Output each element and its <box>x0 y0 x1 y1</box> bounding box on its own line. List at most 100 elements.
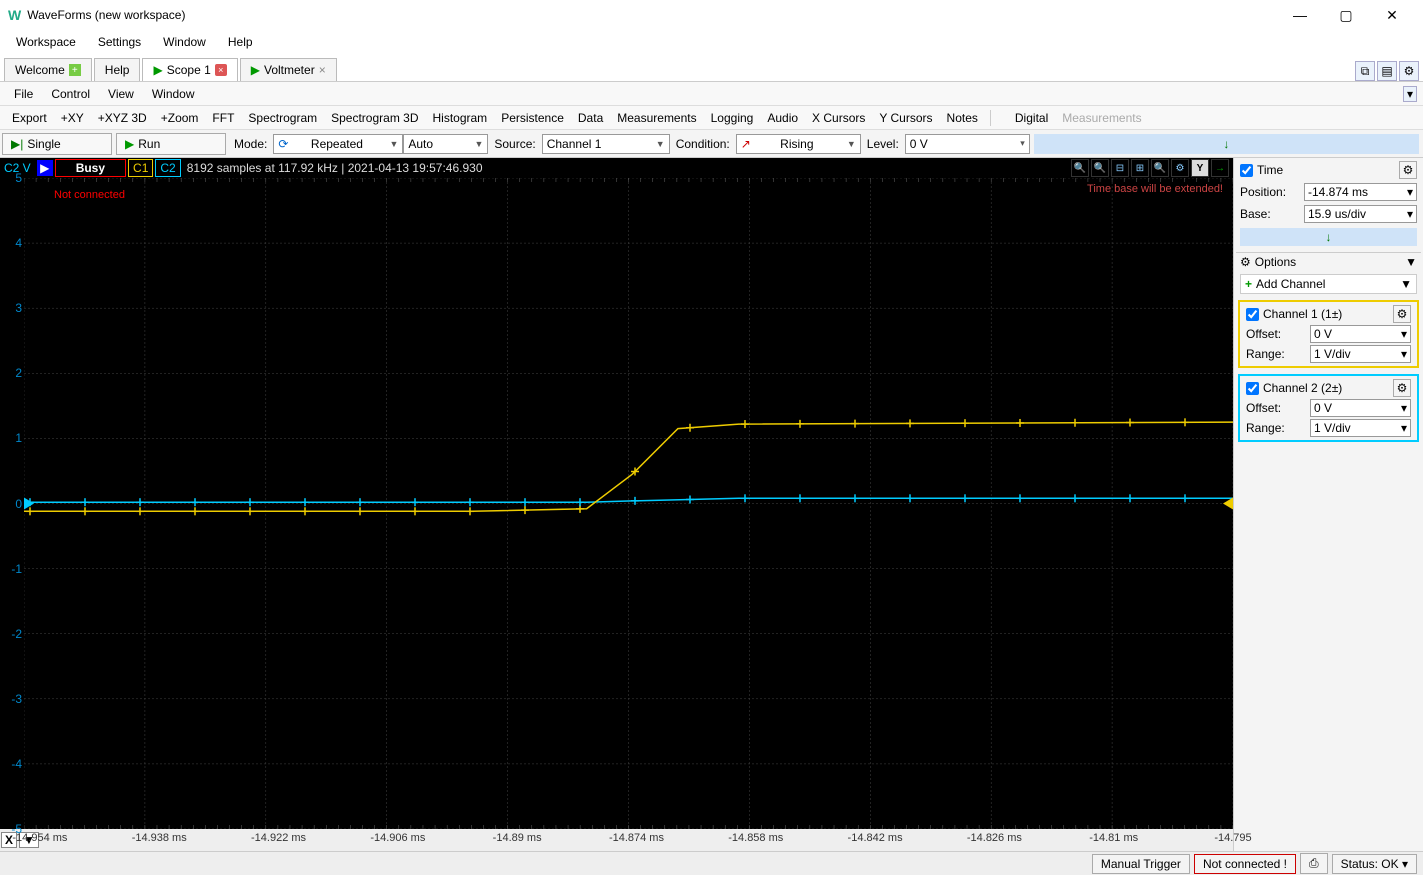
channel2-badge[interactable]: C2 <box>155 159 180 177</box>
tool-fft[interactable]: FFT <box>206 109 240 127</box>
combo-value: Rising <box>780 137 813 151</box>
close-button[interactable]: ✕ <box>1369 0 1415 30</box>
gear-icon: ⚙ <box>1240 255 1251 269</box>
time-checkbox[interactable] <box>1240 164 1253 177</box>
tool-measurements2[interactable]: Measurements <box>1056 109 1147 127</box>
menu-file[interactable]: File <box>6 85 41 103</box>
source-select[interactable]: Channel 1▼ <box>542 134 670 154</box>
channel2-box: Channel 2 (2±) ⚙ Offset: 0 V▾ Range: 1 V… <box>1238 374 1419 442</box>
svg-text:Time base will be extended!: Time base will be extended! <box>1087 183 1223 195</box>
time-label: Time <box>1257 163 1283 177</box>
scope-status-strip: C2 V ▶ Busy C1 C2 8192 samples at 117.92… <box>0 158 1233 178</box>
position-input[interactable]: -14.874 ms▾ <box>1304 183 1417 201</box>
tool-spectrogram3d[interactable]: Spectrogram 3D <box>325 109 424 127</box>
tool-audio[interactable]: Audio <box>761 109 804 127</box>
gear-icon[interactable]: ⚙ <box>1393 379 1411 397</box>
condition-select[interactable]: ↗ Rising▼ <box>736 134 861 154</box>
analysis-toolbar: Export +XY +XYZ 3D +Zoom FFT Spectrogram… <box>0 106 1423 130</box>
close-icon[interactable]: × <box>319 63 326 77</box>
tool-xcursors[interactable]: X Cursors <box>806 109 871 127</box>
channel2-checkbox[interactable] <box>1246 382 1259 395</box>
tool-persistence[interactable]: Persistence <box>495 109 570 127</box>
tool-data[interactable]: Data <box>572 109 609 127</box>
options-row[interactable]: ⚙ Options ▼ <box>1236 252 1421 270</box>
tab-label: Scope 1 <box>167 63 211 77</box>
single-icon: ▶| <box>11 137 23 151</box>
fit-icon[interactable]: ⊟ <box>1111 159 1129 177</box>
menu-window[interactable]: Window <box>153 33 216 51</box>
tab-help[interactable]: Help <box>94 58 141 81</box>
menu-view[interactable]: View <box>100 85 142 103</box>
gear-icon[interactable]: ⚙ <box>1399 61 1419 81</box>
tool-measurements[interactable]: Measurements <box>611 109 702 127</box>
trigger-mode-select[interactable]: Auto▼ <box>403 134 488 154</box>
ch1-range-input[interactable]: 1 V/div▾ <box>1310 345 1411 363</box>
window-title: WaveForms (new workspace) <box>27 8 1277 22</box>
connection-status[interactable]: Not connected ! <box>1194 854 1296 874</box>
base-input[interactable]: 15.9 us/div▾ <box>1304 205 1417 223</box>
grid-icon[interactable]: ⊞ <box>1131 159 1149 177</box>
single-button[interactable]: ▶| Single <box>2 133 112 155</box>
y-toggle[interactable]: Y <box>1191 159 1209 177</box>
tool-ycursors[interactable]: Y Cursors <box>873 109 938 127</box>
tab-welcome[interactable]: Welcome + <box>4 58 92 81</box>
tool-export[interactable]: Export <box>6 109 53 127</box>
main-menu: Workspace Settings Window Help <box>0 30 1423 54</box>
trigger-level-indicator[interactable]: ↓ <box>1034 134 1419 154</box>
menu-workspace[interactable]: Workspace <box>6 33 86 51</box>
zoom-in-icon[interactable]: 🔍 <box>1071 159 1089 177</box>
scope-plot[interactable]: Not connectedTime base will be extended! <box>24 178 1233 829</box>
menu-control[interactable]: Control <box>43 85 98 103</box>
tool-xy[interactable]: +XY <box>55 109 90 127</box>
mode-select[interactable]: ⟳ Repeated▼ <box>273 134 403 154</box>
cursor-icon[interactable]: ▶ <box>37 160 53 176</box>
play-icon: ▶ <box>251 63 260 77</box>
tool-spectrogram[interactable]: Spectrogram <box>242 109 323 127</box>
menu-window2[interactable]: Window <box>144 85 203 103</box>
channel1-box: Channel 1 (1±) ⚙ Offset: 0 V▾ Range: 1 V… <box>1238 300 1419 368</box>
tool-xyz3d[interactable]: +XYZ 3D <box>92 109 153 127</box>
split-icon[interactable]: ▤ <box>1377 61 1397 81</box>
arrow-down-icon: ↓ <box>1223 137 1229 151</box>
dock-icon[interactable]: ▾ <box>1403 86 1417 102</box>
play-icon: ▶ <box>125 137 134 151</box>
tool-zoom[interactable]: +Zoom <box>155 109 205 127</box>
manual-trigger-button[interactable]: Manual Trigger <box>1092 854 1190 874</box>
maximize-button[interactable]: ▢ <box>1323 0 1369 30</box>
zoom-out-icon[interactable]: 🔍 <box>1091 159 1109 177</box>
tab-scope[interactable]: ▶ Scope 1 × <box>142 58 237 81</box>
run-button[interactable]: ▶ Run <box>116 133 226 155</box>
ch2-offset-input[interactable]: 0 V▾ <box>1310 399 1411 417</box>
level-input[interactable]: 0 V▾ <box>905 134 1030 154</box>
close-icon[interactable]: × <box>215 64 227 76</box>
tool-logging[interactable]: Logging <box>705 109 760 127</box>
dock-icon[interactable]: ⧉ <box>1355 61 1375 81</box>
ch2-range-input[interactable]: 1 V/div▾ <box>1310 419 1411 437</box>
ch1-offset-input[interactable]: 0 V▾ <box>1310 325 1411 343</box>
tool-digital[interactable]: Digital <box>1009 109 1054 127</box>
menu-help[interactable]: Help <box>218 33 263 51</box>
arrow-icon[interactable]: → <box>1211 159 1229 177</box>
device-icon[interactable]: ⎙ <box>1300 853 1328 874</box>
arrow-down-icon: ↓ <box>1326 230 1332 244</box>
mode-label: Mode: <box>228 137 273 151</box>
tab-label: Help <box>105 63 130 77</box>
gear-icon[interactable]: ⚙ <box>1393 305 1411 323</box>
base-label: Base: <box>1240 207 1300 221</box>
minimize-button[interactable]: — <box>1277 0 1323 30</box>
play-icon: ▶ <box>153 63 162 77</box>
tool-histogram[interactable]: Histogram <box>427 109 494 127</box>
range-label: Range: <box>1246 347 1306 361</box>
time-indicator[interactable]: ↓ <box>1240 228 1417 246</box>
channel1-badge[interactable]: C1 <box>128 159 153 177</box>
add-channel-button[interactable]: + Add Channel ▼ <box>1240 274 1417 294</box>
tab-voltmeter[interactable]: ▶ Voltmeter × <box>240 58 337 81</box>
gear-icon[interactable]: ⚙ <box>1399 161 1417 179</box>
menu-settings[interactable]: Settings <box>88 33 151 51</box>
gear-icon[interactable]: ⚙ <box>1171 159 1189 177</box>
offset-label: Offset: <box>1246 401 1306 415</box>
tool-notes[interactable]: Notes <box>941 109 984 127</box>
status-ok[interactable]: Status: OK ▾ <box>1332 854 1417 874</box>
search-icon[interactable]: 🔍 <box>1151 159 1169 177</box>
channel1-checkbox[interactable] <box>1246 308 1259 321</box>
